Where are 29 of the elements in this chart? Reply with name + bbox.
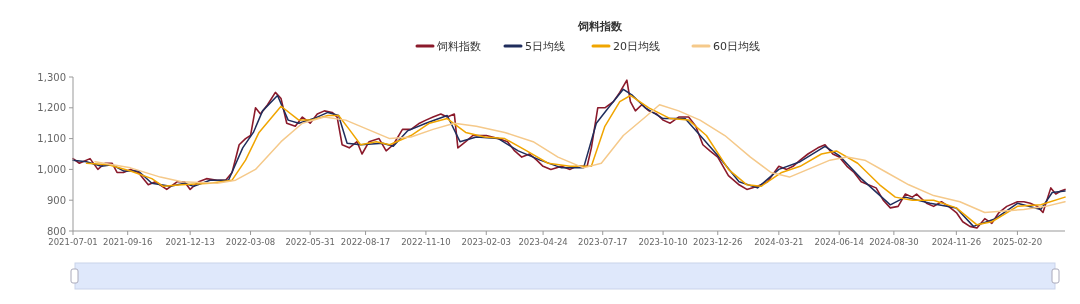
x-tick-label: 2022-05-31 xyxy=(285,237,335,247)
y-tick-label: 800 xyxy=(46,225,66,237)
legend-label: 60日均线 xyxy=(713,40,760,53)
x-tick-label: 2023-04-24 xyxy=(518,237,568,247)
x-tick-label: 2021-07-01 xyxy=(48,237,98,247)
chart-title: 饲料指数 xyxy=(577,20,623,33)
x-tick-label: 2023-12-26 xyxy=(693,237,743,247)
x-tick-label: 2024-06-14 xyxy=(814,237,864,247)
x-tick-label: 2022-03-08 xyxy=(225,237,276,247)
y-tick-label: 1,100 xyxy=(37,133,66,145)
x-tick-label: 2023-02-03 xyxy=(461,237,511,247)
x-tick-label: 2025-02-20 xyxy=(992,237,1043,247)
line-series xyxy=(94,103,1066,214)
y-tick-label: 1,200 xyxy=(37,102,66,114)
x-tick-label: 2024-03-21 xyxy=(754,237,804,247)
legend-label: 饲料指数 xyxy=(436,40,481,53)
legend-label: 20日均线 xyxy=(613,40,660,53)
x-tick-label: 2021-12-13 xyxy=(165,237,215,247)
x-tick-label: 2024-08-30 xyxy=(869,237,919,247)
x-tick-label: 2024-11-26 xyxy=(931,237,982,247)
x-tick-label: 2022-08-17 xyxy=(340,237,391,247)
x-tick-label: 2022-11-10 xyxy=(401,237,451,247)
x-tick-label: 2023-07-17 xyxy=(578,237,628,247)
legend-label: 5日均线 xyxy=(525,40,565,53)
y-tick-label: 1,000 xyxy=(37,163,66,175)
x-tick-label: 2021-09-16 xyxy=(102,237,153,247)
x-tick-label: 2023-10-10 xyxy=(638,237,688,247)
y-tick-label: 1,300 xyxy=(37,71,66,83)
y-tick-label: 900 xyxy=(46,194,66,206)
